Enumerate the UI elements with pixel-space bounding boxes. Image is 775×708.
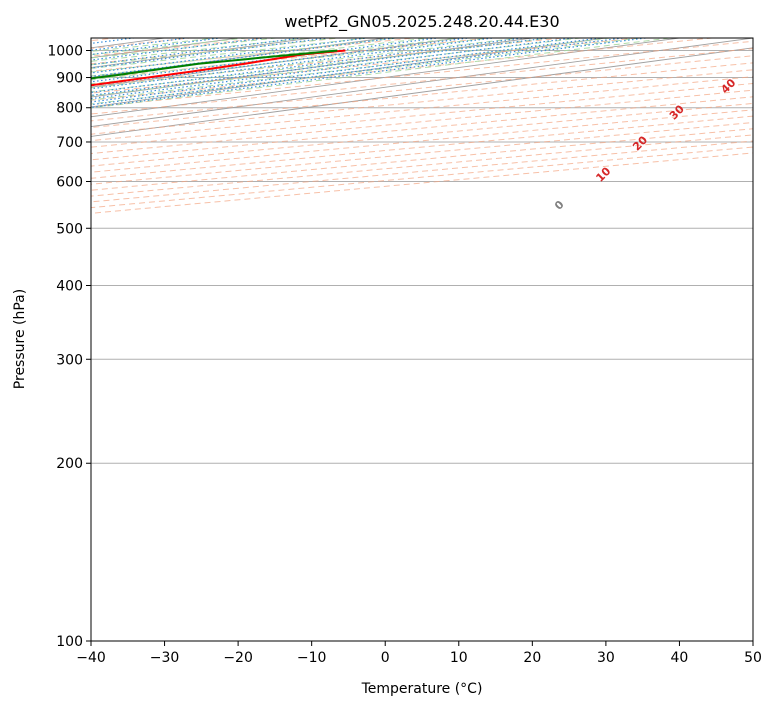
x-tick-label: 20 bbox=[523, 650, 541, 666]
dry-adiabat-line bbox=[91, 152, 753, 214]
y-tick-label: 800 bbox=[56, 101, 83, 117]
moist-adiabat-line bbox=[91, 38, 645, 105]
moist-adiabat-line bbox=[91, 38, 311, 62]
dry-adiabat-line bbox=[91, 55, 753, 122]
y-tick-label: 300 bbox=[56, 352, 83, 368]
x-tick-label: −40 bbox=[76, 650, 106, 666]
moist-adiabat-line bbox=[91, 38, 402, 73]
chart-title: wetPf2_GN05.2025.248.20.44.E30 bbox=[284, 12, 559, 32]
dry-adiabat-line bbox=[91, 134, 753, 197]
dry-adiabat-line bbox=[91, 122, 753, 185]
dry-adiabat-line bbox=[91, 38, 643, 94]
y-tick-label: 1000 bbox=[47, 44, 83, 60]
y-tick-label: 700 bbox=[56, 135, 83, 151]
y-tick-label: 100 bbox=[56, 634, 83, 650]
moist-adiabat-line bbox=[91, 38, 675, 109]
moist-adiabat-line bbox=[91, 38, 281, 59]
x-tick-label: 50 bbox=[744, 650, 762, 666]
plot-area: 0.10.20.40.611.52346810131620253036-100-… bbox=[91, 38, 753, 641]
y-tick-label: 400 bbox=[56, 278, 83, 294]
plot-frame bbox=[90, 37, 754, 642]
isotherm-line bbox=[91, 47, 753, 137]
y-tick-label: 900 bbox=[56, 71, 83, 87]
y-tick-label: 200 bbox=[56, 456, 83, 472]
x-tick-label: 0 bbox=[381, 650, 390, 666]
axes-layer: −40 −30 −20 −10 0 10 20 30 40 50 100 200 300 400 500 60… bbox=[47, 44, 762, 666]
x-tick-label: 30 bbox=[597, 650, 615, 666]
moist-adiabat-line bbox=[91, 38, 342, 66]
mixing-ratio-line bbox=[91, 38, 332, 69]
moist-adiabat-line bbox=[91, 38, 585, 97]
mixing-ratio-line bbox=[91, 38, 305, 66]
dry-adiabat-line bbox=[91, 38, 419, 72]
x-axis-label: Temperature (°C) bbox=[361, 681, 483, 697]
mixing-ratio-line bbox=[91, 38, 651, 109]
y-axis-label: Pressure (hPa) bbox=[12, 289, 28, 389]
moist-adiabat-line bbox=[91, 38, 524, 89]
x-tick-label: −20 bbox=[223, 650, 253, 666]
dry-adiabat-line bbox=[91, 128, 753, 191]
mixing-ratio-line bbox=[91, 38, 269, 61]
background-lines bbox=[91, 38, 753, 214]
y-tick-label: 500 bbox=[56, 221, 83, 237]
x-tick-label: 40 bbox=[671, 650, 689, 666]
mixing-ratio-line bbox=[91, 38, 225, 56]
x-tick-label: 10 bbox=[450, 650, 468, 666]
mixing-ratio-line bbox=[91, 38, 628, 106]
dry-adiabat-line bbox=[91, 48, 753, 115]
x-tick-label: −30 bbox=[150, 650, 180, 666]
mixing-ratio-line bbox=[91, 38, 606, 103]
dry-adiabat-line bbox=[91, 38, 717, 101]
y-tick-label: 600 bbox=[56, 175, 83, 191]
x-tick-label: −10 bbox=[297, 650, 327, 666]
